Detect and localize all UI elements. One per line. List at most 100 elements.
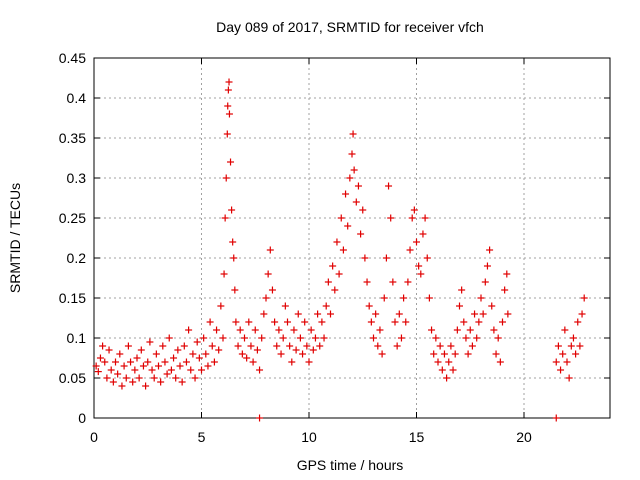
data-point (565, 374, 573, 382)
data-point (204, 362, 212, 370)
data-point (458, 286, 466, 294)
data-point (445, 358, 453, 366)
data-point (370, 334, 377, 342)
data-point (380, 294, 388, 302)
data-point (359, 206, 367, 214)
x-tick-label: 5 (198, 429, 206, 445)
data-points (92, 78, 588, 422)
data-point (354, 182, 362, 190)
data-point (227, 158, 235, 166)
data-point (382, 254, 390, 262)
data-point (264, 270, 272, 278)
data-point (471, 310, 479, 318)
data-point (172, 374, 180, 382)
data-point (220, 270, 228, 278)
data-point (224, 86, 232, 94)
data-point (393, 342, 401, 350)
data-point (395, 310, 403, 318)
data-point (92, 362, 100, 370)
data-point (135, 374, 143, 382)
x-tick-label: 0 (90, 429, 98, 445)
data-point (475, 318, 483, 326)
data-point (137, 346, 145, 354)
data-point (554, 342, 562, 350)
data-point (187, 366, 195, 374)
y-tick-label: 0.3 (67, 170, 87, 186)
data-point (324, 278, 332, 286)
data-point (344, 222, 352, 230)
data-point (260, 310, 268, 318)
y-axis-label: SRMTID / TECUs (7, 183, 23, 293)
data-point (163, 370, 171, 378)
data-point (284, 318, 291, 326)
data-point (236, 326, 244, 334)
data-point (249, 358, 257, 366)
data-point (406, 246, 414, 254)
data-point (318, 318, 326, 326)
data-point (217, 302, 225, 310)
data-point (165, 334, 173, 342)
data-point (296, 334, 304, 342)
data-point (159, 342, 167, 350)
data-point (182, 358, 190, 366)
data-point (223, 130, 231, 138)
data-point (268, 286, 276, 294)
data-point (279, 334, 287, 342)
data-point (311, 334, 319, 342)
data-point (221, 214, 229, 222)
data-point (234, 342, 242, 350)
data-point (413, 238, 420, 246)
data-point (118, 382, 126, 390)
data-point (290, 326, 298, 334)
data-point (101, 358, 109, 366)
y-tick-label: 0.25 (59, 210, 86, 226)
data-point (438, 366, 446, 374)
data-point (563, 358, 571, 366)
data-point (357, 230, 365, 238)
x-tick-label: 10 (301, 429, 317, 445)
data-point (238, 350, 246, 358)
data-point (148, 366, 156, 374)
data-point (466, 326, 474, 334)
data-point (170, 354, 178, 362)
data-point (127, 358, 135, 366)
y-tick-label: 0.35 (59, 130, 86, 146)
data-point (142, 382, 150, 390)
data-point (256, 414, 264, 422)
chart-title: Day 089 of 2017, SRMTID for receiver vfc… (216, 19, 484, 35)
data-point (451, 350, 459, 358)
data-point (114, 370, 122, 378)
data-point (281, 302, 289, 310)
data-point (294, 310, 302, 318)
data-point (339, 246, 347, 254)
data-point (256, 366, 264, 374)
data-point (112, 358, 119, 366)
data-point (191, 374, 199, 382)
data-point (224, 102, 232, 110)
data-point (292, 346, 300, 354)
x-tick-label: 15 (409, 429, 425, 445)
data-point (349, 130, 357, 138)
data-point (231, 286, 239, 294)
data-point (107, 366, 115, 374)
grid-lines (94, 58, 610, 418)
data-point (576, 342, 584, 350)
data-point (178, 378, 186, 386)
data-point (421, 214, 429, 222)
data-point (391, 318, 399, 326)
data-point (481, 278, 489, 286)
data-point (99, 342, 107, 350)
plot-frame (93, 57, 611, 419)
data-point (346, 174, 354, 182)
data-point (456, 302, 463, 310)
data-point (327, 310, 334, 318)
data-point (385, 182, 393, 190)
data-point (208, 342, 216, 350)
data-point (557, 366, 565, 374)
data-point (120, 362, 128, 370)
data-point (462, 334, 470, 342)
data-point (167, 366, 175, 374)
data-point (447, 342, 455, 350)
data-point (307, 326, 315, 334)
data-point (430, 350, 438, 358)
